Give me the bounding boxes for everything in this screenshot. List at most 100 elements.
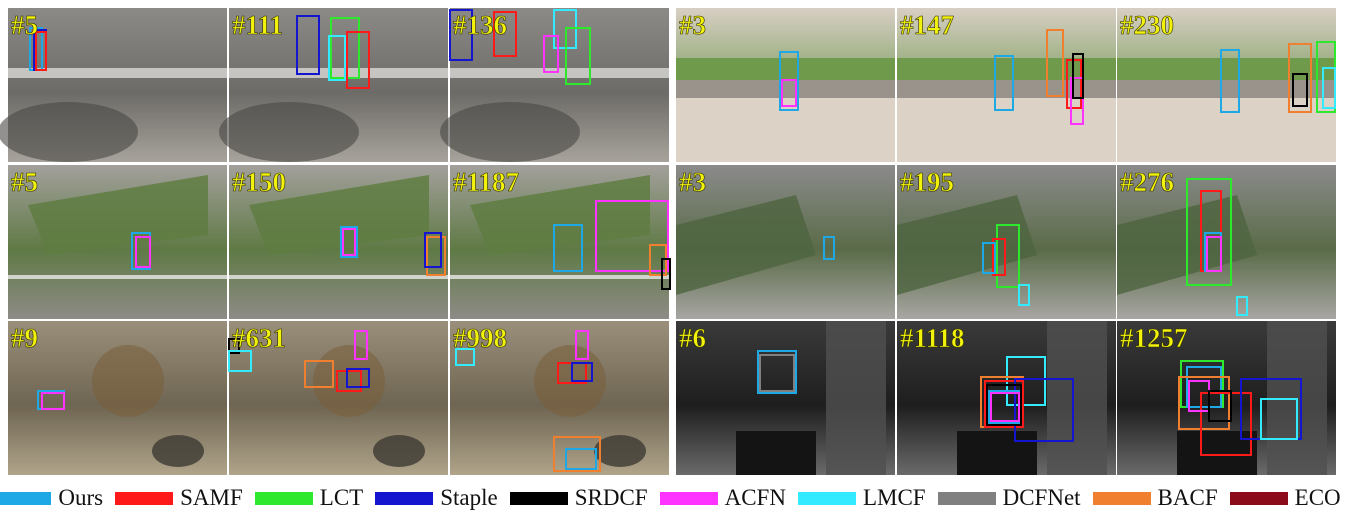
- bbox-lmcf: [328, 35, 346, 81]
- frame-number-label: #150: [232, 167, 286, 197]
- frame-number-label: #195: [900, 167, 954, 197]
- legend-swatch: [0, 491, 52, 505]
- frame-grid: #5 #111 #136 #3 #147 #230 #5 #150 #1187 #3 #195 #27…: [0, 8, 1336, 475]
- frame-number-label: #5: [11, 167, 38, 197]
- legend-label: SRDCF: [574, 485, 648, 510]
- frame-number-label: #3: [679, 10, 706, 40]
- bbox-srdcf: [661, 258, 671, 290]
- bbox-acfn: [135, 236, 151, 268]
- frame-number-label: #147: [900, 10, 954, 40]
- table-shadow: [736, 431, 816, 475]
- bbox-srdcf: [1208, 390, 1232, 422]
- bbox-acfn: [595, 200, 669, 272]
- bbox-staple: [296, 15, 320, 75]
- shadow-area: [440, 102, 580, 162]
- legend-swatch: [509, 491, 568, 505]
- frame-panel: #9: [8, 321, 227, 475]
- bbox-bacf: [553, 436, 601, 472]
- frame-number-label: #631: [232, 323, 286, 353]
- frame-panel: #111: [219, 8, 448, 162]
- frame-number-label: #1257: [1120, 323, 1188, 353]
- legend-label: LMCF: [862, 485, 926, 510]
- lawn-area: [249, 175, 429, 255]
- frame-panel: #3: [676, 8, 895, 162]
- road-marking: [8, 275, 227, 279]
- legend-item-acfn: ACFN: [659, 485, 786, 511]
- bbox-staple: [1014, 378, 1074, 442]
- table-shadow: [957, 431, 1037, 475]
- stone-wall: [676, 80, 895, 98]
- legend-label: DCFNet: [1002, 485, 1081, 510]
- frame-panel: #230: [1117, 8, 1336, 162]
- legend-item-bacf: BACF: [1092, 485, 1218, 511]
- legend-item-staple: Staple: [375, 485, 498, 511]
- legend-swatch: [659, 491, 718, 505]
- bbox-lmcf: [1322, 67, 1336, 109]
- frame-panel: #5: [0, 8, 227, 162]
- bbox-bacf: [426, 236, 446, 276]
- bbox-ours: [823, 236, 835, 260]
- bbox-lct: [565, 27, 591, 85]
- bbox-ours: [994, 55, 1014, 111]
- bbox-srdcf: [228, 338, 240, 354]
- bbox-acfn: [342, 228, 356, 256]
- bbox-lct: [996, 224, 1020, 288]
- frame-number-label: #3: [679, 167, 706, 197]
- log-stump: [373, 435, 425, 467]
- bbox-samf: [493, 11, 517, 57]
- frame-number-label: #111: [232, 10, 283, 40]
- frame-number-label: #276: [1120, 167, 1174, 197]
- legend-label: BACF: [1157, 485, 1218, 510]
- crosswalk-stripe: [229, 68, 448, 78]
- bbox-bacf: [304, 360, 334, 388]
- paved-plaza: [676, 98, 895, 162]
- log-stump: [594, 435, 646, 467]
- lawn-area: [676, 195, 816, 295]
- tree-foliage: [313, 345, 385, 417]
- log-stump: [152, 435, 204, 467]
- stone-wall: [897, 80, 1116, 98]
- bbox-acfn: [543, 35, 559, 73]
- bbox-ours: [565, 448, 597, 470]
- legend-label: LCT: [319, 485, 364, 510]
- frame-number-label: #9: [11, 323, 38, 353]
- grass-strip: [897, 58, 1116, 80]
- bbox-lmcf: [1018, 284, 1030, 306]
- bbox-acfn: [41, 392, 65, 410]
- bbox-lmcf: [1236, 296, 1248, 316]
- bbox-samf: [992, 238, 1006, 276]
- bbox-acfn: [1206, 236, 1222, 272]
- legend-item-samf: SAMF: [115, 485, 243, 511]
- bbox-samf: [1200, 392, 1252, 456]
- person-shirt: [1047, 321, 1107, 475]
- bbox-acfn: [1070, 77, 1084, 125]
- shadow-area: [219, 102, 359, 162]
- frame-number-label: #5: [11, 10, 38, 40]
- road-marking: [450, 275, 669, 279]
- bbox-lmcf: [228, 350, 252, 372]
- bbox-samf: [984, 380, 1024, 428]
- bbox-staple: [571, 362, 593, 382]
- frame-panel: #3: [676, 165, 895, 319]
- bbox-lmcf: [455, 348, 475, 366]
- legend-item-dcfnet: DCFNet: [937, 485, 1081, 511]
- frame-panel: #1118: [897, 321, 1116, 475]
- legend-swatch: [1229, 491, 1288, 505]
- bbox-staple: [424, 232, 442, 268]
- bbox-ours: [1220, 49, 1240, 113]
- frame-number-label: #136: [453, 10, 507, 40]
- legend-item-eco: ECO: [1229, 485, 1341, 511]
- shadow-area: [0, 102, 138, 162]
- road-marking: [229, 275, 448, 279]
- frame-panel: #998: [450, 321, 669, 475]
- crosswalk-stripe: [450, 68, 669, 78]
- lawn-area: [28, 175, 208, 255]
- tracker-legend: Ours SAMF LCT Staple SRDCF ACFN LMCF DCFNet BACF…: [0, 482, 1346, 514]
- bbox-acfn: [354, 330, 368, 360]
- bbox-lct: [1186, 178, 1232, 286]
- bbox-ours: [779, 51, 799, 111]
- bbox-samf: [346, 31, 370, 89]
- frame-panel: #631: [228, 321, 448, 475]
- bbox-srdcf: [1292, 73, 1308, 107]
- bbox-ours: [982, 242, 996, 274]
